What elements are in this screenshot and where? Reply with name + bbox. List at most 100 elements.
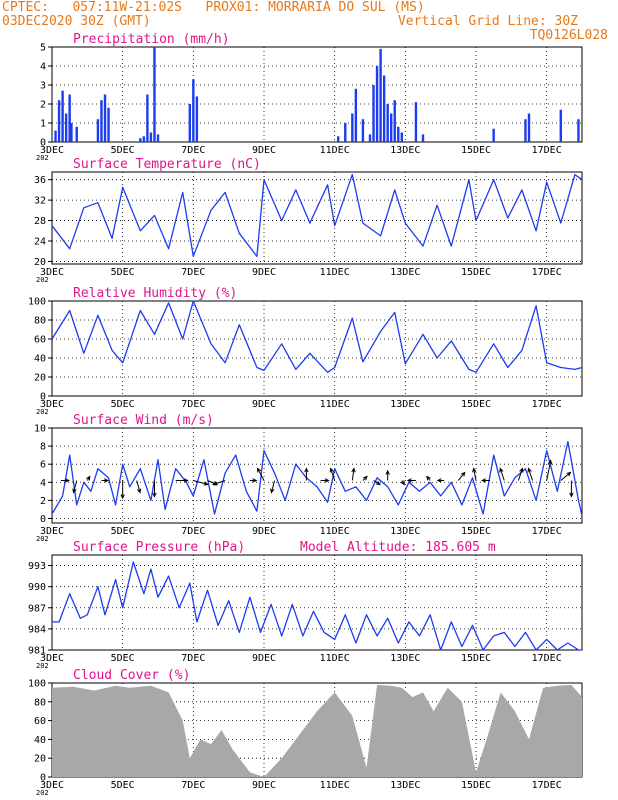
precipitation-xtick-label: 9DEC <box>252 145 276 156</box>
humidity-xtick-label: 5DEC <box>111 399 135 410</box>
wind-xtick-label: 7DEC <box>181 526 205 537</box>
temperature-xtick-label: 9DEC <box>252 267 276 278</box>
wind-vector <box>569 480 574 498</box>
wind-title: Surface Wind (m/s) <box>73 413 214 428</box>
wind-vector-head <box>120 494 125 500</box>
humidity-xtick-label: 15DEC <box>461 399 491 410</box>
precipitation-bar <box>156 134 160 142</box>
wind-vector <box>329 467 336 481</box>
humidity-panel: 3DEC 5DEC 7DEC 9DEC 11DEC 13DEC 15DEC 17DEC2020… <box>28 286 583 416</box>
precipitation-bar <box>68 94 71 142</box>
wind-vector-head <box>252 478 258 483</box>
wind-vector <box>320 478 330 483</box>
temperature-xtick-label: 13DEC <box>390 267 420 278</box>
precipitation-bar <box>100 100 103 142</box>
wind-vector <box>472 467 477 481</box>
wind-vector-head <box>400 480 405 486</box>
wind-vector-head <box>375 480 381 486</box>
precipitation-bar <box>54 130 57 142</box>
humidity-xtick-label: 13DEC <box>390 399 420 410</box>
precipitation-bar <box>354 88 358 142</box>
precipitation-ytick-label: 5 <box>40 43 46 54</box>
temperature-frame <box>51 171 583 265</box>
wind-vector-head <box>527 467 532 473</box>
precipitation-bar <box>142 136 146 142</box>
precipitation-xtick-label: 13DEC <box>390 145 420 156</box>
wind-vector-head <box>480 478 486 483</box>
wind-vector <box>270 480 276 494</box>
precipitation-bar <box>400 132 403 142</box>
wind-vector-shaft <box>517 468 523 481</box>
wind-vector <box>400 480 405 486</box>
precipitation-xtick-label: 7DEC <box>181 145 205 156</box>
humidity-xtick-label: 7DEC <box>181 399 205 410</box>
wind-ytick-label: 6 <box>40 460 46 471</box>
wind-vector-shaft <box>473 468 477 481</box>
wind-panel: 3DEC 5DEC 7DEC 9DEC 11DEC 13DEC 15DEC 17DEC2020… <box>34 413 583 543</box>
wind-xtick-label: 15DEC <box>461 526 491 537</box>
wind-vector-shaft <box>73 480 78 493</box>
wind-vector <box>517 467 524 481</box>
precipitation-bar <box>577 119 580 142</box>
wind-vector-head <box>472 467 477 473</box>
wind-vector-head <box>362 475 368 481</box>
wind-vector-head <box>65 478 70 483</box>
precipitation-bar <box>192 79 195 142</box>
pressure-xtick-label: 3DEC <box>40 653 64 664</box>
wind-vector-head <box>519 467 524 473</box>
wind-vector-head <box>499 467 504 473</box>
precipitation-bar <box>527 113 531 142</box>
wind-vector-head <box>406 478 412 483</box>
precipitation-bar <box>368 134 372 142</box>
humidity-ytick-label: 80 <box>34 316 46 327</box>
humidity-ytick-label: 60 <box>34 335 46 346</box>
wind-xtick-label: 13DEC <box>390 526 420 537</box>
wind-vector <box>351 467 356 481</box>
precipitation-bar <box>107 107 110 142</box>
wind-ytick-label: 0 <box>40 514 46 525</box>
precipitation-bar <box>61 90 64 142</box>
wind-vector <box>457 471 466 481</box>
temperature-ytick-label: 32 <box>34 196 46 207</box>
precipitation-xtick-label: 3DEC <box>40 145 64 156</box>
precipitation-bar <box>351 113 354 142</box>
wind-vector-head <box>566 471 572 477</box>
wind-vector <box>86 475 91 481</box>
wind-vector-head <box>72 488 77 494</box>
wind-ytick-label: 2 <box>40 496 46 507</box>
humidity-frame <box>51 300 583 397</box>
precipitation-frame <box>51 46 583 143</box>
pressure-xtick-label: 17DEC <box>532 653 562 664</box>
wind-vector-shaft <box>499 468 505 481</box>
wind-vector-head <box>270 488 275 494</box>
wind-vector <box>249 478 258 483</box>
wind-vector-shaft <box>373 480 381 485</box>
temperature-xtick-label: 15DEC <box>461 267 491 278</box>
precipitation-bar <box>57 100 61 142</box>
cloud-cover-xtick-label: 9DEC <box>252 780 276 791</box>
wind-xtick-label: 17DEC <box>532 526 562 537</box>
wind-vector <box>480 478 491 483</box>
wind-vector-head <box>460 471 466 477</box>
pressure-ytick-label: 993 <box>28 561 46 572</box>
precipitation-bar <box>153 47 156 142</box>
wind-vector <box>152 480 157 498</box>
precipitation-ytick-label: 3 <box>40 81 46 92</box>
wind-vector <box>257 467 265 481</box>
wind-vector-head <box>203 481 209 486</box>
cloud-cover-ytick-label: 80 <box>34 697 46 708</box>
humidity-ytick-label: 100 <box>28 297 46 308</box>
wind-vector <box>60 478 70 483</box>
precipitation-bar <box>379 48 382 142</box>
wind-vector-head <box>257 467 262 473</box>
wind-xtick-label: 9DEC <box>252 526 276 537</box>
temperature-ytick-label: 20 <box>34 257 46 268</box>
precipitation-bar <box>195 96 199 142</box>
cloud-cover-ytick-label: 100 <box>28 679 46 690</box>
header-model-id: TQ0126L028 <box>529 28 608 43</box>
wind-vector <box>426 475 431 481</box>
precipitation-bar <box>421 134 425 142</box>
humidity-xtick-label: 17DEC <box>532 399 562 410</box>
wind-vector-shaft <box>257 468 265 481</box>
